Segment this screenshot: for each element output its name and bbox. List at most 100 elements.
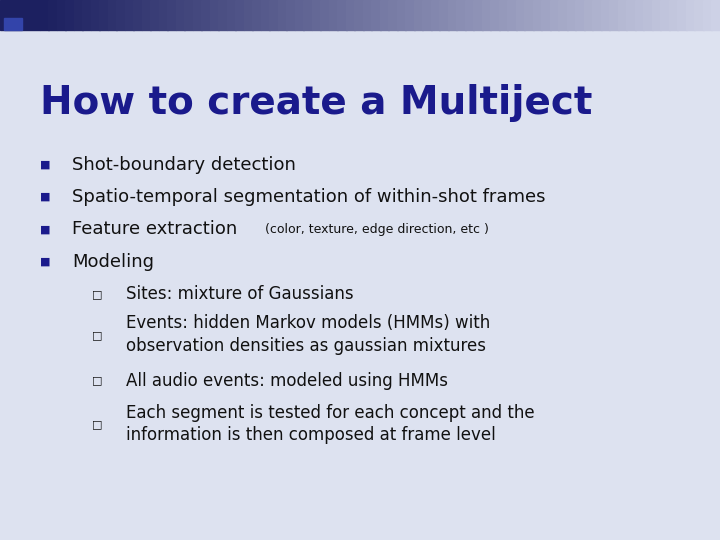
Bar <box>91 0 100 30</box>
Bar <box>575 0 585 30</box>
Bar <box>125 0 134 30</box>
Bar <box>312 0 321 30</box>
Bar <box>609 0 618 30</box>
Bar <box>686 0 696 30</box>
Bar <box>660 0 670 30</box>
Text: Shot-boundary detection: Shot-boundary detection <box>72 156 296 174</box>
Bar <box>423 0 431 30</box>
Bar <box>337 0 346 30</box>
Bar <box>559 0 567 30</box>
Bar <box>652 0 661 30</box>
Bar <box>593 0 602 30</box>
Bar <box>533 0 542 30</box>
Bar <box>524 0 534 30</box>
Text: ■: ■ <box>40 192 50 202</box>
Text: Spatio-temporal segmentation of within-shot frames: Spatio-temporal segmentation of within-s… <box>72 188 546 206</box>
Bar <box>73 0 83 30</box>
Bar <box>669 0 678 30</box>
Bar <box>218 0 228 30</box>
Bar <box>541 0 551 30</box>
Bar <box>635 0 644 30</box>
Bar <box>644 0 653 30</box>
Bar <box>550 0 559 30</box>
Bar <box>388 0 397 30</box>
Bar <box>261 0 270 30</box>
Text: How to create a Multiject: How to create a Multiject <box>40 84 592 122</box>
Bar <box>227 0 236 30</box>
Bar <box>243 0 253 30</box>
Bar <box>567 0 576 30</box>
Bar <box>287 0 295 30</box>
Bar <box>252 0 261 30</box>
Bar <box>65 0 74 30</box>
Bar <box>499 0 508 30</box>
Text: Modeling: Modeling <box>72 253 154 271</box>
Bar <box>235 0 245 30</box>
Bar <box>508 0 517 30</box>
Bar <box>294 0 304 30</box>
Bar <box>448 0 457 30</box>
Bar <box>678 0 687 30</box>
Bar <box>142 0 151 30</box>
Bar <box>57 0 66 30</box>
Bar <box>584 0 593 30</box>
Bar <box>116 0 125 30</box>
Bar <box>193 0 202 30</box>
Bar <box>278 0 287 30</box>
Bar <box>167 0 176 30</box>
Bar <box>4 2 22 16</box>
Text: ■: ■ <box>40 257 50 267</box>
Bar <box>372 0 381 30</box>
Text: All audio events: modeled using HMMs: All audio events: modeled using HMMs <box>126 372 448 390</box>
Text: (color, texture, edge direction, etc ): (color, texture, edge direction, etc ) <box>265 223 489 236</box>
Bar <box>490 0 500 30</box>
Bar <box>601 0 610 30</box>
Text: Each segment is tested for each concept and the: Each segment is tested for each concept … <box>126 403 535 422</box>
Bar <box>397 0 406 30</box>
Bar <box>201 0 210 30</box>
Bar <box>711 0 720 30</box>
Bar <box>414 0 423 30</box>
Bar <box>431 0 440 30</box>
Text: ■: ■ <box>40 160 50 170</box>
Bar <box>99 0 108 30</box>
Bar <box>82 0 91 30</box>
Bar <box>482 0 491 30</box>
Bar <box>465 0 474 30</box>
Text: □: □ <box>92 289 102 299</box>
Bar <box>4 18 22 30</box>
Bar <box>133 0 143 30</box>
Bar <box>405 0 415 30</box>
Bar <box>626 0 636 30</box>
Text: observation densities as gaussian mixtures: observation densities as gaussian mixtur… <box>126 337 486 355</box>
Text: □: □ <box>92 330 102 340</box>
Bar <box>695 0 703 30</box>
Bar <box>150 0 159 30</box>
Bar <box>303 0 312 30</box>
Bar <box>320 0 330 30</box>
Bar <box>439 0 449 30</box>
Bar <box>363 0 372 30</box>
Bar <box>0 0 40 30</box>
Bar <box>269 0 279 30</box>
Bar <box>48 0 58 30</box>
Bar <box>516 0 525 30</box>
Bar <box>354 0 364 30</box>
Text: ■: ■ <box>40 225 50 234</box>
Bar <box>703 0 712 30</box>
Text: Feature extraction: Feature extraction <box>72 220 243 239</box>
Bar <box>380 0 389 30</box>
Bar <box>473 0 482 30</box>
Bar <box>618 0 627 30</box>
Bar <box>158 0 168 30</box>
Bar <box>40 0 49 30</box>
Text: Events: hidden Markov models (HMMs) with: Events: hidden Markov models (HMMs) with <box>126 314 490 333</box>
Text: Sites: mixture of Gaussians: Sites: mixture of Gaussians <box>126 285 354 303</box>
Text: information is then composed at frame level: information is then composed at frame le… <box>126 426 496 444</box>
Bar <box>108 0 117 30</box>
Bar <box>210 0 219 30</box>
Bar <box>456 0 466 30</box>
Bar <box>176 0 185 30</box>
Bar <box>346 0 355 30</box>
Text: □: □ <box>92 376 102 386</box>
